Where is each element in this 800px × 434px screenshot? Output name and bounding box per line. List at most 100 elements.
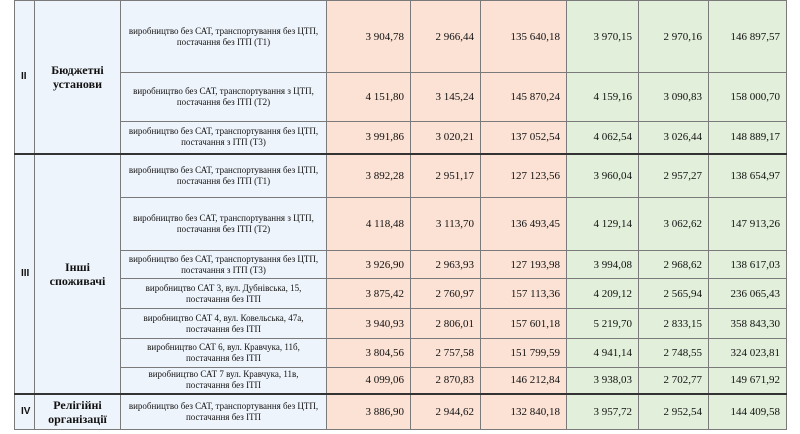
tariff-description: виробництво без САТ, транспортування без… bbox=[120, 121, 327, 154]
group-name-line: Релігійні bbox=[53, 397, 102, 412]
tariff-description: виробництво без САТ, транспортування без… bbox=[120, 250, 327, 279]
table-row: виробництво без САТ, транспортування без… bbox=[15, 121, 787, 154]
group-name-line: Інші bbox=[64, 259, 91, 274]
new-tariff-value: 146 897,57 bbox=[708, 0, 787, 73]
group-name-line: споживачі bbox=[49, 273, 106, 288]
current-tariff-value: 2 963,93 bbox=[410, 250, 481, 279]
new-tariff-value: 3 970,15 bbox=[566, 0, 639, 73]
current-tariff-value: 4 151,80 bbox=[326, 72, 411, 122]
current-tariff-value: 4 099,06 bbox=[326, 367, 411, 394]
new-tariff-value: 3 090,83 bbox=[638, 72, 709, 122]
new-tariff-value: 147 913,26 bbox=[708, 197, 787, 251]
current-tariff-value: 3 940,93 bbox=[326, 308, 411, 339]
new-tariff-value: 358 843,30 bbox=[708, 308, 787, 339]
group-name: Релігійні організації bbox=[34, 392, 121, 430]
current-tariff-value: 2 757,58 bbox=[410, 338, 481, 368]
tariff-description: виробництво без САТ, транспортування з Ц… bbox=[120, 72, 327, 122]
current-tariff-value: 2 870,83 bbox=[410, 367, 481, 394]
current-tariff-value: 3 020,21 bbox=[410, 121, 481, 154]
current-tariff-value: 3 991,86 bbox=[326, 121, 411, 154]
table-row: II Бюджетні установи виробництво без САТ, т… bbox=[14, 0, 787, 154]
current-tariff-value: 3 892,28 bbox=[326, 152, 411, 198]
current-tariff-value: 3 926,90 bbox=[326, 250, 411, 279]
current-tariff-value: 135 640,18 bbox=[480, 0, 567, 73]
tariff-description: виробництво САТ 6, вул. Кравчука, 11б, п… bbox=[120, 338, 327, 368]
new-tariff-value: 2 565,94 bbox=[638, 278, 709, 309]
tariff-description: виробництво САТ 4, вул. Ковельська, 47а,… bbox=[120, 308, 327, 339]
new-tariff-value: 2 748,55 bbox=[638, 338, 709, 368]
current-tariff-value: 2 966,44 bbox=[410, 0, 481, 73]
group-number: II bbox=[14, 0, 35, 154]
new-tariff-value: 138 617,03 bbox=[708, 250, 787, 279]
current-tariff-value: 2 806,01 bbox=[410, 308, 481, 339]
new-tariff-value: 2 968,62 bbox=[638, 250, 709, 279]
current-tariff-value: 136 493,45 bbox=[480, 197, 567, 251]
tariff-description: виробництво САТ 3, вул. Дубнівська, 15, … bbox=[120, 278, 327, 309]
current-tariff-value: 151 799,59 bbox=[480, 338, 567, 368]
new-tariff-value: 236 065,43 bbox=[708, 278, 787, 309]
group-number: IV bbox=[14, 392, 35, 430]
new-tariff-value: 148 889,17 bbox=[708, 121, 787, 154]
current-tariff-value: 2 760,97 bbox=[410, 278, 481, 309]
new-tariff-value: 2 702,77 bbox=[638, 367, 709, 394]
new-tariff-value: 2 833,15 bbox=[638, 308, 709, 339]
table-row: виробництво САТ 7 вул. Кравчука, 11в, по… bbox=[15, 367, 787, 394]
tariff-description: виробництво САТ 7 вул. Кравчука, 11в, по… bbox=[120, 367, 327, 394]
new-tariff-value: 3 062,62 bbox=[638, 197, 709, 251]
new-tariff-value: 144 409,58 bbox=[708, 392, 787, 430]
new-tariff-value: 4 941,14 bbox=[566, 338, 639, 368]
new-tariff-value: 2 970,16 bbox=[638, 0, 709, 73]
new-tariff-value: 4 159,16 bbox=[566, 72, 639, 122]
current-tariff-value: 2 944,62 bbox=[410, 392, 481, 430]
current-tariff-value: 127 123,56 bbox=[480, 152, 567, 198]
table-row: III Інші споживачі виробництво без САТ, тра… bbox=[14, 152, 787, 394]
current-tariff-value: 127 193,98 bbox=[480, 250, 567, 279]
group-name: Бюджетні установи bbox=[34, 0, 121, 154]
new-tariff-value: 3 938,03 bbox=[566, 367, 639, 394]
group-name: Інші споживачі bbox=[34, 152, 121, 394]
current-tariff-value: 157 601,18 bbox=[480, 308, 567, 339]
new-tariff-value: 138 654,97 bbox=[708, 152, 787, 198]
current-tariff-value: 3 804,56 bbox=[326, 338, 411, 368]
current-tariff-value: 145 870,24 bbox=[480, 72, 567, 122]
table-row: виробництво без САТ, транспортування без… bbox=[15, 250, 787, 279]
current-tariff-value: 132 840,18 bbox=[480, 392, 567, 430]
current-tariff-value: 2 951,17 bbox=[410, 152, 481, 198]
tariff-description: виробництво без САТ, транспортування без… bbox=[120, 152, 327, 198]
tariff-description: виробництво без САТ, транспортування без… bbox=[120, 392, 327, 430]
current-tariff-value: 3 113,70 bbox=[410, 197, 481, 251]
group-number: III bbox=[14, 152, 35, 394]
table-row: виробництво без САТ, транспортування з Ц… bbox=[15, 197, 787, 251]
current-tariff-value: 4 118,48 bbox=[326, 197, 411, 251]
new-tariff-value: 4 062,54 bbox=[566, 121, 639, 154]
table-row: виробництво САТ 6, вул. Кравчука, 11б, п… bbox=[15, 338, 787, 368]
tariff-description: виробництво без САТ, транспортування з Ц… bbox=[120, 197, 327, 251]
new-tariff-value: 3 957,72 bbox=[566, 392, 639, 430]
new-tariff-value: 3 026,44 bbox=[638, 121, 709, 154]
current-tariff-value: 3 886,90 bbox=[326, 392, 411, 430]
table-row: виробництво без САТ, транспортування з Ц… bbox=[15, 72, 787, 122]
current-tariff-value: 3 904,78 bbox=[326, 0, 411, 73]
new-tariff-value: 2 957,27 bbox=[638, 152, 709, 198]
new-tariff-value: 149 671,92 bbox=[708, 367, 787, 394]
current-tariff-value: 146 212,84 bbox=[480, 367, 567, 394]
group-name-line: Бюджетні bbox=[51, 62, 104, 77]
group-name-line: установи bbox=[52, 76, 102, 91]
new-tariff-value: 4 129,14 bbox=[566, 197, 639, 251]
new-tariff-value: 324 023,81 bbox=[708, 338, 787, 368]
new-tariff-value: 158 000,70 bbox=[708, 72, 787, 122]
group-name-line: організації bbox=[48, 411, 107, 426]
tariff-description: виробництво без САТ, транспортування без… bbox=[120, 0, 327, 73]
new-tariff-value: 3 960,04 bbox=[566, 152, 639, 198]
table-row: виробництво САТ 4, вул. Ковельська, 47а,… bbox=[15, 308, 787, 339]
new-tariff-value: 2 952,54 bbox=[638, 392, 709, 430]
current-tariff-value: 3 145,24 bbox=[410, 72, 481, 122]
new-tariff-value: 3 994,08 bbox=[566, 250, 639, 279]
current-tariff-value: 137 052,54 bbox=[480, 121, 567, 154]
table-row: IV Релігійні організації виробництво без СА… bbox=[14, 392, 787, 430]
tariff-table: II Бюджетні установи виробництво без САТ, т… bbox=[14, 0, 787, 430]
new-tariff-value: 4 209,12 bbox=[566, 278, 639, 309]
table-row: виробництво САТ 3, вул. Дубнівська, 15, … bbox=[15, 278, 787, 309]
current-tariff-value: 157 113,36 bbox=[480, 278, 567, 309]
new-tariff-value: 5 219,70 bbox=[566, 308, 639, 339]
